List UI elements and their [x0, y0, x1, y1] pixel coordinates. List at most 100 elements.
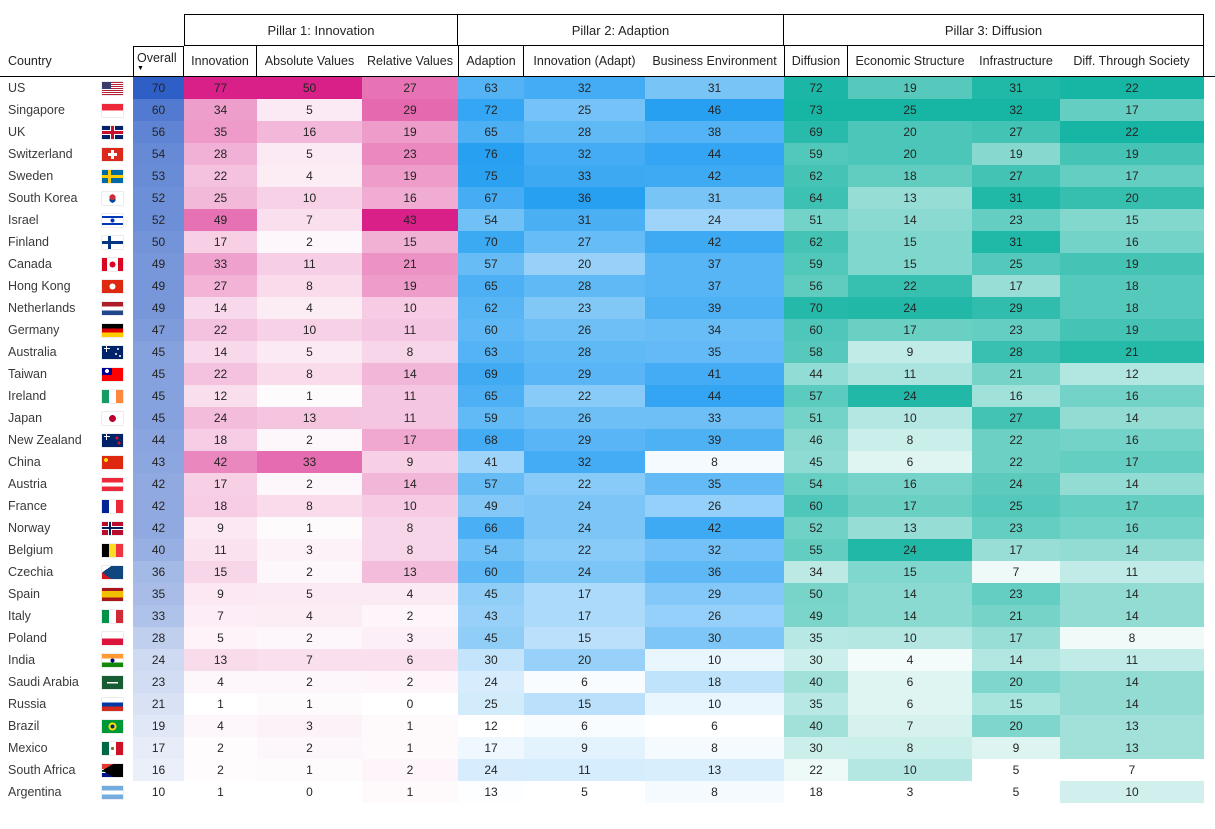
cell-overall[interactable]: 21 [133, 693, 184, 715]
country-cell[interactable]: Switzerland [0, 143, 133, 165]
cell-diff_through_society[interactable]: 22 [1060, 121, 1204, 143]
cell-innovation[interactable]: 14 [184, 341, 257, 363]
cell-overall[interactable]: 45 [133, 363, 184, 385]
cell-overall[interactable]: 45 [133, 407, 184, 429]
cell-overall[interactable]: 52 [133, 209, 184, 231]
cell-absolute_values[interactable]: 2 [257, 473, 362, 495]
cell-diffusion[interactable]: 62 [784, 165, 848, 187]
cell-relative_values[interactable]: 3 [362, 627, 458, 649]
cell-diffusion[interactable]: 35 [784, 627, 848, 649]
cell-business_environment[interactable]: 8 [645, 781, 784, 803]
cell-innovation_adapt[interactable]: 28 [524, 341, 645, 363]
cell-economic_structure[interactable]: 17 [848, 495, 972, 517]
cell-economic_structure[interactable]: 3 [848, 781, 972, 803]
cell-adaption[interactable]: 49 [458, 495, 524, 517]
cell-economic_structure[interactable]: 9 [848, 341, 972, 363]
country-cell[interactable]: Poland [0, 627, 133, 649]
cell-innovation_adapt[interactable]: 28 [524, 121, 645, 143]
cell-relative_values[interactable]: 8 [362, 517, 458, 539]
column-header-economic-structure[interactable]: Economic Structure [848, 46, 972, 76]
country-cell[interactable]: New Zealand [0, 429, 133, 451]
cell-infrastructure[interactable]: 27 [972, 165, 1060, 187]
cell-overall[interactable]: 49 [133, 275, 184, 297]
cell-diffusion[interactable]: 51 [784, 209, 848, 231]
cell-overall[interactable]: 33 [133, 605, 184, 627]
cell-innovation[interactable]: 77 [184, 77, 257, 99]
cell-diffusion[interactable]: 60 [784, 319, 848, 341]
cell-innovation_adapt[interactable]: 23 [524, 297, 645, 319]
cell-innovation[interactable]: 4 [184, 715, 257, 737]
column-header-country[interactable]: Country [0, 46, 133, 76]
cell-innovation_adapt[interactable]: 22 [524, 385, 645, 407]
cell-adaption[interactable]: 13 [458, 781, 524, 803]
cell-absolute_values[interactable]: 10 [257, 319, 362, 341]
cell-overall[interactable]: 49 [133, 297, 184, 319]
cell-innovation[interactable]: 15 [184, 561, 257, 583]
cell-economic_structure[interactable]: 24 [848, 297, 972, 319]
cell-overall[interactable]: 24 [133, 649, 184, 671]
cell-business_environment[interactable]: 13 [645, 759, 784, 781]
cell-overall[interactable]: 42 [133, 517, 184, 539]
cell-economic_structure[interactable]: 22 [848, 275, 972, 297]
cell-diffusion[interactable]: 30 [784, 737, 848, 759]
cell-absolute_values[interactable]: 8 [257, 275, 362, 297]
cell-innovation_adapt[interactable]: 22 [524, 539, 645, 561]
cell-diffusion[interactable]: 40 [784, 715, 848, 737]
cell-adaption[interactable]: 62 [458, 297, 524, 319]
cell-infrastructure[interactable]: 19 [972, 143, 1060, 165]
cell-business_environment[interactable]: 42 [645, 165, 784, 187]
cell-relative_values[interactable]: 2 [362, 759, 458, 781]
cell-overall[interactable]: 44 [133, 429, 184, 451]
cell-adaption[interactable]: 60 [458, 319, 524, 341]
cell-innovation[interactable]: 28 [184, 143, 257, 165]
country-cell[interactable]: Argentina [0, 781, 133, 803]
cell-diffusion[interactable]: 72 [784, 77, 848, 99]
cell-diffusion[interactable]: 40 [784, 671, 848, 693]
cell-absolute_values[interactable]: 16 [257, 121, 362, 143]
cell-relative_values[interactable]: 4 [362, 583, 458, 605]
cell-innovation_adapt[interactable]: 24 [524, 561, 645, 583]
country-cell[interactable]: Czechia [0, 561, 133, 583]
cell-innovation[interactable]: 18 [184, 429, 257, 451]
cell-innovation[interactable]: 27 [184, 275, 257, 297]
cell-innovation[interactable]: 22 [184, 319, 257, 341]
country-cell[interactable]: Hong Kong [0, 275, 133, 297]
cell-infrastructure[interactable]: 24 [972, 473, 1060, 495]
cell-adaption[interactable]: 65 [458, 121, 524, 143]
cell-economic_structure[interactable]: 10 [848, 627, 972, 649]
cell-absolute_values[interactable]: 2 [257, 737, 362, 759]
cell-diff_through_society[interactable]: 21 [1060, 341, 1204, 363]
cell-business_environment[interactable]: 44 [645, 385, 784, 407]
cell-innovation[interactable]: 25 [184, 187, 257, 209]
cell-adaption[interactable]: 76 [458, 143, 524, 165]
cell-absolute_values[interactable]: 1 [257, 759, 362, 781]
cell-adaption[interactable]: 17 [458, 737, 524, 759]
cell-relative_values[interactable]: 19 [362, 275, 458, 297]
cell-diff_through_society[interactable]: 11 [1060, 561, 1204, 583]
cell-relative_values[interactable]: 1 [362, 715, 458, 737]
cell-absolute_values[interactable]: 33 [257, 451, 362, 473]
cell-economic_structure[interactable]: 25 [848, 99, 972, 121]
cell-diffusion[interactable]: 60 [784, 495, 848, 517]
cell-innovation[interactable]: 7 [184, 605, 257, 627]
cell-infrastructure[interactable]: 20 [972, 671, 1060, 693]
cell-business_environment[interactable]: 31 [645, 77, 784, 99]
cell-relative_values[interactable]: 16 [362, 187, 458, 209]
cell-innovation_adapt[interactable]: 29 [524, 429, 645, 451]
cell-infrastructure[interactable]: 23 [972, 319, 1060, 341]
cell-diffusion[interactable]: 56 [784, 275, 848, 297]
cell-relative_values[interactable]: 14 [362, 363, 458, 385]
cell-infrastructure[interactable]: 22 [972, 429, 1060, 451]
cell-absolute_values[interactable]: 5 [257, 341, 362, 363]
cell-relative_values[interactable]: 11 [362, 385, 458, 407]
cell-business_environment[interactable]: 35 [645, 473, 784, 495]
cell-business_environment[interactable]: 29 [645, 583, 784, 605]
cell-absolute_values[interactable]: 8 [257, 495, 362, 517]
cell-innovation_adapt[interactable]: 25 [524, 99, 645, 121]
column-header-overall[interactable]: Overall ▼ [133, 46, 184, 76]
cell-overall[interactable]: 28 [133, 627, 184, 649]
cell-economic_structure[interactable]: 6 [848, 451, 972, 473]
cell-innovation_adapt[interactable]: 20 [524, 253, 645, 275]
cell-overall[interactable]: 56 [133, 121, 184, 143]
country-cell[interactable]: UK [0, 121, 133, 143]
